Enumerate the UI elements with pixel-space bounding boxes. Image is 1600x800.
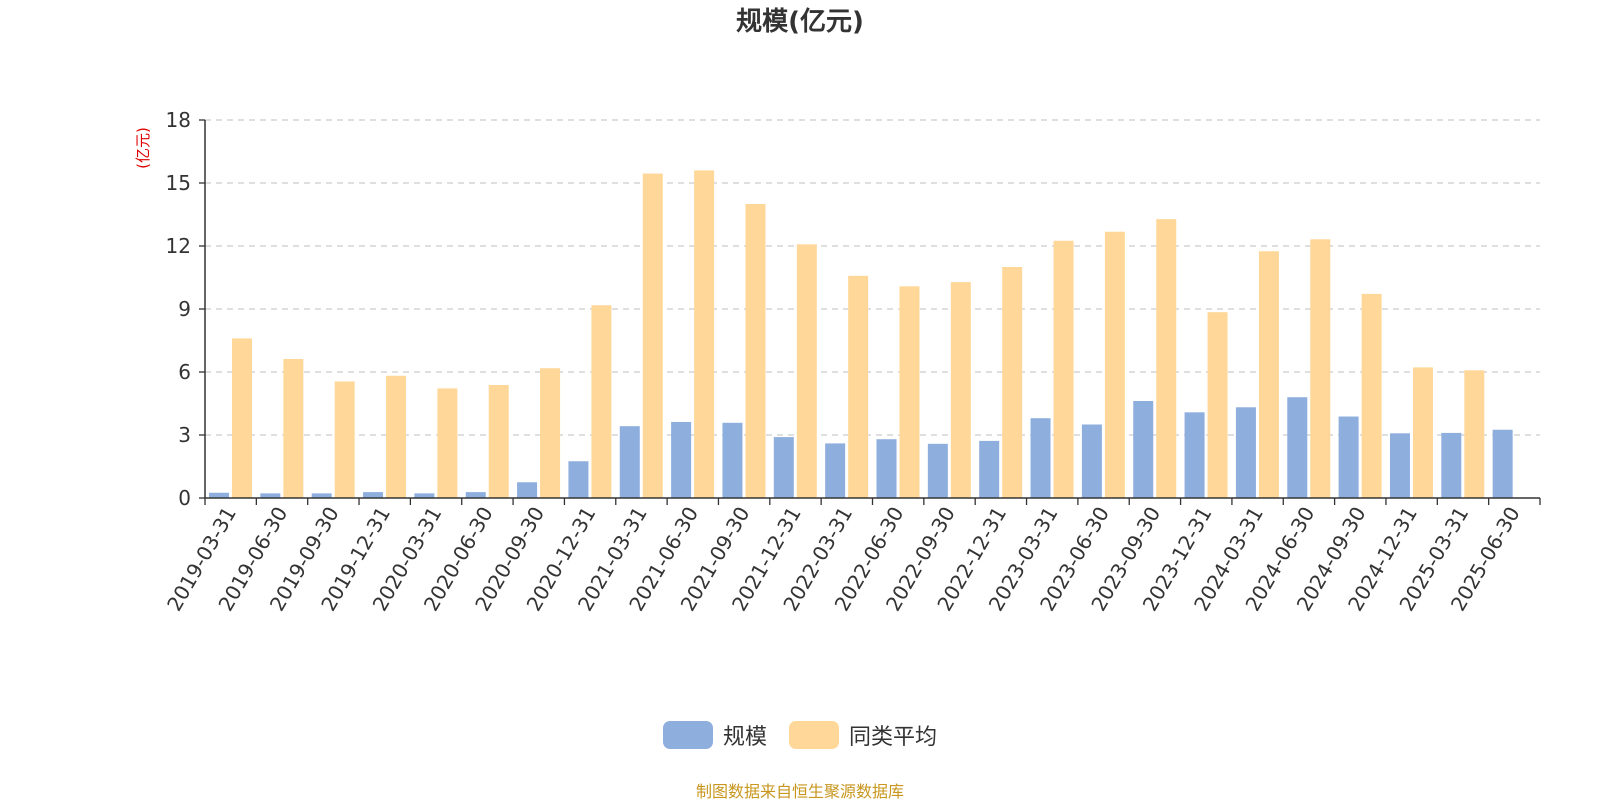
bar-peer-average[interactable] (1464, 370, 1485, 498)
legend-label-series-2: 同类平均 (849, 725, 938, 750)
bar-peer-average[interactable] (694, 170, 715, 498)
y-tick-label: 9 (178, 297, 191, 321)
bar-scale[interactable] (1235, 407, 1256, 498)
bar-peer-average[interactable] (1412, 367, 1433, 498)
bar-peer-average[interactable] (1258, 251, 1279, 498)
bar-peer-average[interactable] (1053, 240, 1074, 498)
bar-peer-average[interactable] (1207, 312, 1228, 498)
bar-scale[interactable] (414, 493, 435, 498)
bar-peer-average[interactable] (1156, 219, 1177, 498)
bar-peer-average[interactable] (591, 305, 612, 498)
legend-item-series-1[interactable]: 规模 (662, 719, 767, 751)
bar-scale[interactable] (260, 493, 281, 498)
bar-peer-average[interactable] (950, 282, 971, 498)
bars (209, 170, 1513, 499)
bar-peer-average[interactable] (899, 286, 920, 498)
bar-scale[interactable] (1184, 412, 1205, 498)
bar-scale[interactable] (1081, 424, 1102, 499)
bar-scale[interactable] (568, 461, 589, 498)
bar-scale[interactable] (311, 493, 332, 498)
bar-peer-average[interactable] (334, 381, 355, 498)
bar-scale[interactable] (671, 421, 692, 498)
bar-scale[interactable] (517, 482, 538, 498)
bar-scale[interactable] (825, 443, 846, 498)
bar-scale[interactable] (619, 426, 640, 498)
y-tick-label: 6 (178, 360, 191, 384)
legend-label-series-1: 规模 (722, 725, 767, 750)
bar-scale[interactable] (1441, 432, 1462, 498)
bar-scale[interactable] (979, 440, 1000, 498)
data-source-note: 制图数据来自恒生聚源数据库 (695, 782, 904, 800)
bar-scale[interactable] (363, 492, 384, 498)
y-axis-label: (亿元) (134, 127, 152, 169)
bar-peer-average[interactable] (1104, 231, 1125, 498)
y-tick-label: 15 (166, 171, 191, 195)
bar-peer-average[interactable] (745, 204, 766, 498)
bar-peer-average[interactable] (1310, 239, 1331, 498)
axes (199, 119, 1541, 505)
bar-scale[interactable] (1492, 429, 1513, 498)
bar-peer-average[interactable] (848, 275, 869, 498)
legend-swatch-series-1 (662, 721, 713, 749)
legend-swatch-series-2 (789, 721, 839, 749)
y-tick-label: 0 (178, 486, 191, 510)
y-tick-label: 12 (166, 234, 191, 258)
bar-scale[interactable] (927, 443, 948, 498)
bar-peer-average[interactable] (642, 173, 663, 499)
legend: 规模 同类平均 (0, 720, 1600, 750)
bar-scale[interactable] (465, 492, 486, 498)
bar-peer-average[interactable] (488, 385, 509, 498)
bar-peer-average[interactable] (540, 368, 561, 498)
bar-scale[interactable] (1389, 433, 1410, 498)
bar-scale[interactable] (1287, 397, 1308, 498)
bar-scale[interactable] (773, 437, 794, 498)
bar-scale[interactable] (209, 492, 229, 498)
bar-scale[interactable] (1338, 416, 1359, 498)
bar-scale[interactable] (1030, 418, 1051, 498)
bar-peer-average[interactable] (1361, 293, 1382, 498)
bar-peer-average[interactable] (437, 388, 458, 498)
bar-peer-average[interactable] (1002, 267, 1023, 498)
bar-peer-average[interactable] (386, 375, 407, 498)
bar-peer-average[interactable] (232, 338, 252, 498)
bar-scale[interactable] (722, 422, 743, 498)
legend-item-series-2[interactable]: 同类平均 (789, 719, 937, 751)
bar-peer-average[interactable] (283, 358, 304, 498)
chart-title: 规模(亿元) (736, 7, 864, 37)
y-tick-label: 3 (178, 423, 191, 447)
bar-scale[interactable] (1133, 400, 1154, 498)
bar-scale[interactable] (876, 439, 897, 498)
y-tick-label: 18 (166, 108, 191, 132)
bar-peer-average[interactable] (796, 244, 817, 498)
